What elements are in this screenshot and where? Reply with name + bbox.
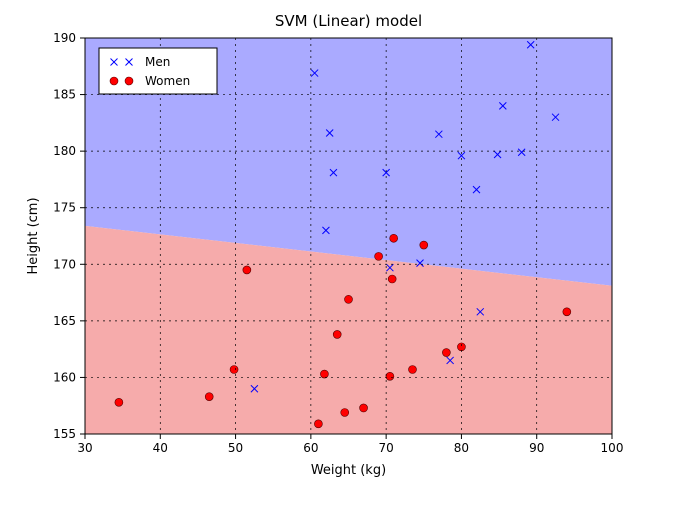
xtick-label: 60 xyxy=(303,441,318,455)
ytick-label: 160 xyxy=(53,370,76,384)
chart-svg: 30 40 50 60 70 80 90 100 155 160 165 170 175 180 185 19… xyxy=(0,0,680,510)
ytick-label: 185 xyxy=(53,88,76,102)
xtick-label: 100 xyxy=(601,441,624,455)
xtick-label: 90 xyxy=(529,441,544,455)
ytick-label: 175 xyxy=(53,201,76,215)
xtick-label: 70 xyxy=(379,441,394,455)
ytick-label: 170 xyxy=(53,257,76,271)
legend: Men Women xyxy=(99,48,217,94)
y-axis-label: Height (cm) xyxy=(26,197,41,274)
svm-scatter-chart: 30 40 50 60 70 80 90 100 155 160 165 170 175 180 185 19… xyxy=(0,0,680,510)
xtick-label: 30 xyxy=(77,441,92,455)
xtick-label: 80 xyxy=(454,441,469,455)
legend-men-label: Men xyxy=(145,55,170,69)
ytick-label: 180 xyxy=(53,144,76,158)
ytick-label: 190 xyxy=(53,31,76,45)
chart-title: SVM (Linear) model xyxy=(275,12,422,30)
ytick-label: 155 xyxy=(53,427,76,441)
ytick-label: 165 xyxy=(53,314,76,328)
xtick-label: 40 xyxy=(153,441,168,455)
legend-women-label: Women xyxy=(145,74,190,88)
x-axis-label: Weight (kg) xyxy=(311,463,386,478)
xtick-label: 50 xyxy=(228,441,243,455)
